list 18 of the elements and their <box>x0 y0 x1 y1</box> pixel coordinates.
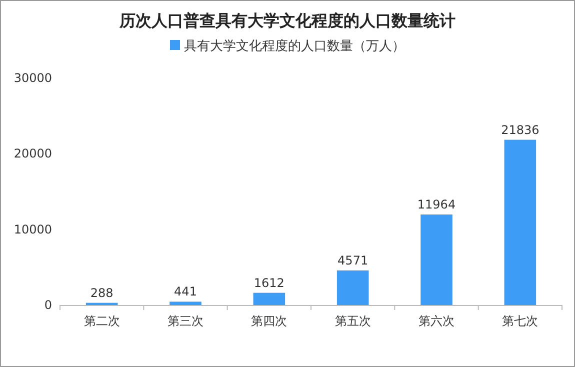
data-label: 288 <box>90 286 114 300</box>
data-label: 1612 <box>254 276 284 290</box>
data-label: 21836 <box>501 122 540 137</box>
data-label: 441 <box>174 284 197 299</box>
data-label: 11964 <box>417 197 456 212</box>
x-tick-label: 第四次 <box>251 314 288 328</box>
chart-title: 历次人口普查具有大学文化程度的人口数量统计 <box>118 11 456 30</box>
x-tick-label: 第六次 <box>418 314 454 328</box>
x-tick-label: 第二次 <box>84 314 120 328</box>
legend-label: 具有大学文化程度的人口数量（万人） <box>184 38 405 54</box>
x-tick-label: 第七次 <box>502 314 538 328</box>
y-tick-label: 30000 <box>14 71 52 85</box>
y-tick-label: 10000 <box>14 222 52 236</box>
x-tick-label: 第五次 <box>334 314 371 328</box>
y-tick-label: 20000 <box>14 146 52 161</box>
x-tick-label: 第三次 <box>168 314 204 328</box>
y-tick-label: 0 <box>44 298 52 312</box>
data-label: 4571 <box>338 253 368 268</box>
